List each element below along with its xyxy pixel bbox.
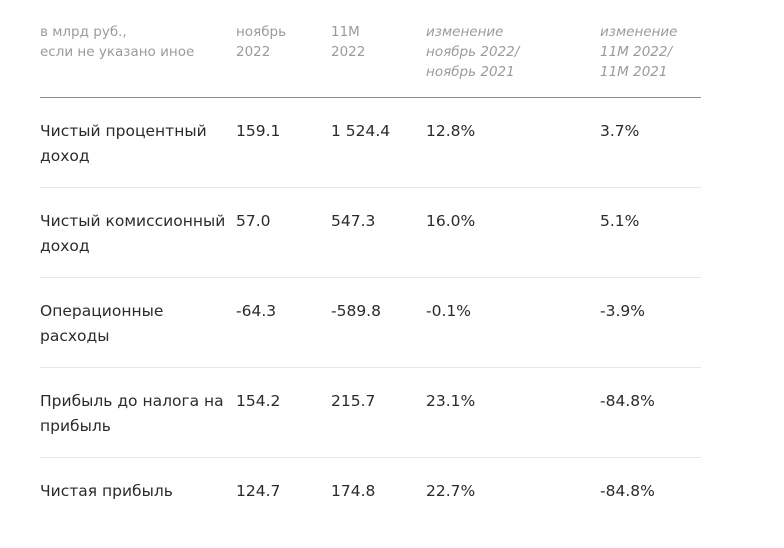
header-change-ytd: изменение 11М 2022/ 11М 2021 (600, 24, 678, 80)
value-change-month: 23.1% (426, 392, 476, 410)
value-change-month: 16.0% (426, 212, 476, 230)
value-november: 57.0 (236, 212, 271, 230)
header-change-month: изменение ноябрь 2022/ ноябрь 2021 (426, 24, 520, 80)
header-november-2022: ноябрь 2022 (236, 24, 287, 60)
value-11m: 547.3 (331, 212, 376, 230)
value-change-month: 12.8% (426, 122, 476, 140)
table-row: Прибыль до налога на прибыль 154.2 215.7… (40, 368, 701, 458)
value-november: 159.1 (236, 122, 281, 140)
table-header: в млрд руб., если не указано иное ноябрь… (40, 22, 701, 98)
value-november: 124.7 (236, 482, 281, 500)
value-11m: 1 524.4 (331, 122, 391, 140)
value-november: 154.2 (236, 392, 281, 410)
value-11m: 174.8 (331, 482, 376, 500)
value-change-ytd: -84.8% (600, 392, 655, 410)
value-11m: -589.8 (331, 302, 381, 320)
value-november: -64.3 (236, 302, 277, 320)
table-row: Чистый комиссионный доход 57.0 547.3 16.… (40, 188, 701, 278)
header-units: в млрд руб., если не указано иное (40, 24, 195, 60)
row-label: Чистый комиссионный доход (40, 212, 226, 255)
value-change-month: -0.1% (426, 302, 471, 320)
value-11m: 215.7 (331, 392, 376, 410)
table-row: Операционные расходы -64.3 -589.8 -0.1% … (40, 278, 701, 368)
value-change-ytd: -84.8% (600, 482, 655, 500)
value-change-month: 22.7% (426, 482, 476, 500)
row-label: Чистая прибыль (40, 482, 173, 500)
header-11m-2022: 11М 2022 (331, 24, 366, 60)
financial-results-table: в млрд руб., если не указано иное ноябрь… (40, 22, 701, 548)
value-change-ytd: 3.7% (600, 122, 640, 140)
row-label: Прибыль до налога на прибыль (40, 392, 224, 435)
table-row: Чистый процентный доход 159.1 1 524.4 12… (40, 98, 701, 188)
value-change-ytd: -3.9% (600, 302, 645, 320)
value-change-ytd: 5.1% (600, 212, 640, 230)
row-label: Операционные расходы (40, 302, 164, 345)
row-label: Чистый процентный доход (40, 122, 207, 165)
table-row: Чистая прибыль 124.7 174.8 22.7% -84.8% (40, 458, 701, 548)
